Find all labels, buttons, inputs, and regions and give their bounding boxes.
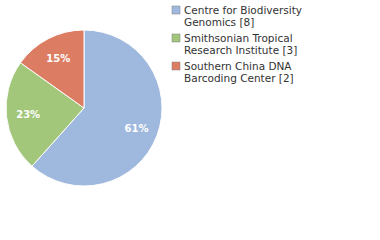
data-label: 15%	[46, 53, 70, 64]
legend-label: Smithsonian Tropical Research Institute …	[184, 32, 297, 56]
data-label: 23%	[16, 109, 40, 120]
legend: Centre for Biodiversity Genomics [8] Smit…	[172, 4, 305, 84]
data-label: 61%	[124, 123, 148, 134]
legend-swatch	[172, 62, 180, 70]
legend-swatch	[172, 6, 180, 14]
slices	[6, 30, 162, 186]
legend-swatch	[172, 34, 180, 42]
pie-slice	[20, 30, 84, 108]
chart: 61% 23% 15% Centre for Biodiversity Genomic…	[0, 0, 380, 240]
data-labels: 61% 23% 15%	[16, 53, 148, 134]
legend-label: Centre for Biodiversity Genomics [8]	[184, 4, 305, 28]
legend-label: Southern China DNA Barcoding Center [2]	[184, 60, 295, 84]
